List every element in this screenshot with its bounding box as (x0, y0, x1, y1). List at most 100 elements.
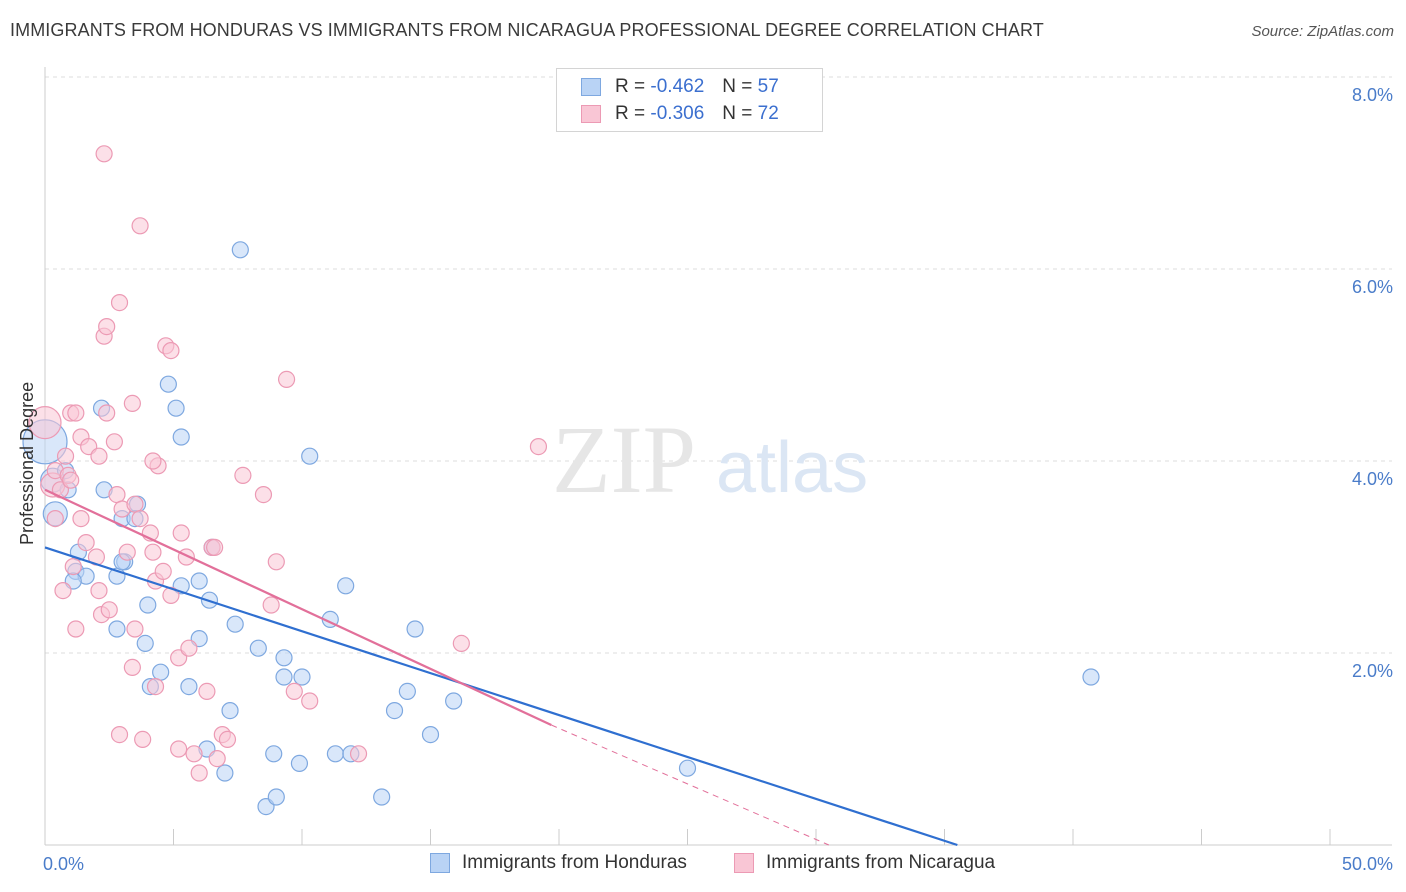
y-tick-label: 6.0% (1352, 277, 1393, 297)
nicaragua-point (277, 370, 296, 388)
nicaragua-point (90, 447, 108, 465)
nicaragua-point (154, 562, 172, 581)
honduras-point (152, 663, 170, 681)
nicaragua-r-label: R = (615, 103, 646, 124)
nicaragua-point (190, 764, 208, 782)
nicaragua-point (28, 406, 62, 440)
honduras-point (108, 620, 126, 638)
watermark-atlas: atlas (716, 428, 868, 508)
watermark: ZIP atlas (552, 406, 868, 513)
y-tick-label: 8.0% (1352, 85, 1393, 105)
bottom-legend-nicaragua: Immigrants from Nicaragua (734, 852, 995, 874)
honduras-point (267, 788, 285, 806)
nicaragua-point (98, 404, 116, 422)
nicaragua-point (529, 438, 548, 456)
honduras-point (385, 701, 404, 720)
nicaragua-point (452, 634, 470, 653)
honduras-point (406, 620, 424, 638)
honduras-point (421, 725, 440, 744)
nicaragua-point (254, 486, 273, 504)
nicaragua-point (185, 745, 203, 763)
x-tick-label: 0.0% (43, 854, 84, 874)
trend-lines (44, 488, 958, 847)
honduras-r-label: R = (615, 76, 646, 97)
honduras-point (136, 634, 154, 653)
legend-row-nicaragua: R = -0.306 N = 72 (581, 101, 779, 127)
nicaragua-n-value: 72 (757, 103, 779, 124)
honduras-point (231, 241, 249, 259)
bottom-honduras-label: Immigrants from Honduras (462, 852, 687, 873)
bottom-legend-honduras: Immigrants from Honduras (430, 852, 687, 874)
honduras-point (216, 764, 234, 782)
bottom-nicaragua-label: Immigrants from Nicaragua (766, 852, 996, 873)
source-credit: Source: ZipAtlas.com (1251, 23, 1394, 40)
honduras-r-value: -0.462 (650, 76, 705, 97)
x-tick-labels: 0.0% 50.0% (43, 854, 1393, 874)
honduras-point (293, 668, 311, 686)
nicaragua-point (144, 543, 162, 561)
nicaragua-point (77, 533, 95, 552)
nicaragua-point (64, 557, 82, 576)
honduras-point (678, 759, 697, 777)
honduras-point (337, 577, 355, 595)
nicaragua-point (108, 486, 126, 504)
nicaragua-point (131, 217, 149, 235)
nicaragua-point (349, 745, 368, 763)
nicaragua-point (172, 524, 190, 542)
honduras-point (226, 615, 244, 633)
stats-legend: R = -0.462 N = 57 R = -0.306 N = 72 (556, 68, 823, 132)
honduras-point (139, 596, 157, 614)
y-tick-labels: 2.0% 4.0% 6.0% 8.0% (1352, 85, 1393, 681)
nicaragua-point (72, 509, 90, 528)
nicaragua-point (206, 538, 224, 557)
honduras-n-label: N = (722, 76, 753, 97)
honduras-point (275, 649, 293, 667)
nicaragua-point (218, 730, 237, 749)
honduras-n-value: 57 (757, 76, 779, 97)
nicaragua-n-label: N = (722, 103, 753, 124)
honduras-point (265, 745, 283, 763)
legend-row-honduras: R = -0.462 N = 57 (581, 74, 779, 100)
y-tick-label: 2.0% (1352, 661, 1393, 681)
nicaragua-point (56, 447, 75, 465)
nicaragua-point (123, 394, 141, 412)
nicaragua-point (180, 639, 198, 657)
honduras-point (1082, 668, 1100, 686)
honduras-point (180, 677, 198, 696)
nicaragua-point (301, 692, 319, 710)
honduras-swatch (581, 78, 601, 96)
nicaragua-point (95, 145, 113, 163)
bottom-nicaragua-swatch (734, 853, 754, 873)
nicaragua-trend-extension (551, 724, 830, 846)
nicaragua-point (118, 543, 136, 561)
nicaragua-point (198, 682, 216, 701)
nicaragua-point (105, 433, 123, 451)
honduras-point (221, 701, 239, 720)
honduras-point (275, 668, 293, 686)
honduras-point (249, 639, 267, 657)
nicaragua-point (67, 620, 85, 638)
honduras-point (373, 788, 391, 806)
nicaragua-point (170, 740, 188, 758)
grid-lines (45, 76, 1392, 654)
nicaragua-trend-line (44, 488, 552, 726)
series-nicaragua (28, 145, 548, 782)
honduras-point (172, 428, 190, 446)
nicaragua-point (110, 725, 129, 744)
nicaragua-point (54, 581, 72, 600)
y-axis-label: Professional Degree (17, 382, 37, 545)
nicaragua-point (46, 509, 64, 528)
nicaragua-point (262, 596, 280, 614)
honduras-point (301, 447, 319, 465)
nicaragua-point (234, 466, 252, 484)
nicaragua-point (100, 601, 118, 619)
nicaragua-point (162, 342, 180, 360)
nicaragua-point (267, 553, 285, 571)
nicaragua-point (98, 318, 116, 336)
chart-title: IMMIGRANTS FROM HONDURAS VS IMMIGRANTS F… (10, 20, 1044, 40)
honduras-point (326, 745, 345, 763)
nicaragua-point (110, 294, 129, 312)
nicaragua-point (131, 509, 149, 528)
nicaragua-point (123, 658, 141, 677)
